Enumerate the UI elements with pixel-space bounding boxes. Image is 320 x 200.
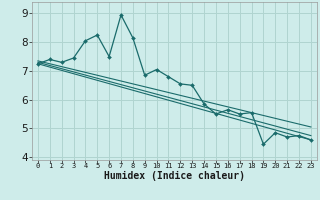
X-axis label: Humidex (Indice chaleur): Humidex (Indice chaleur)	[104, 171, 245, 181]
